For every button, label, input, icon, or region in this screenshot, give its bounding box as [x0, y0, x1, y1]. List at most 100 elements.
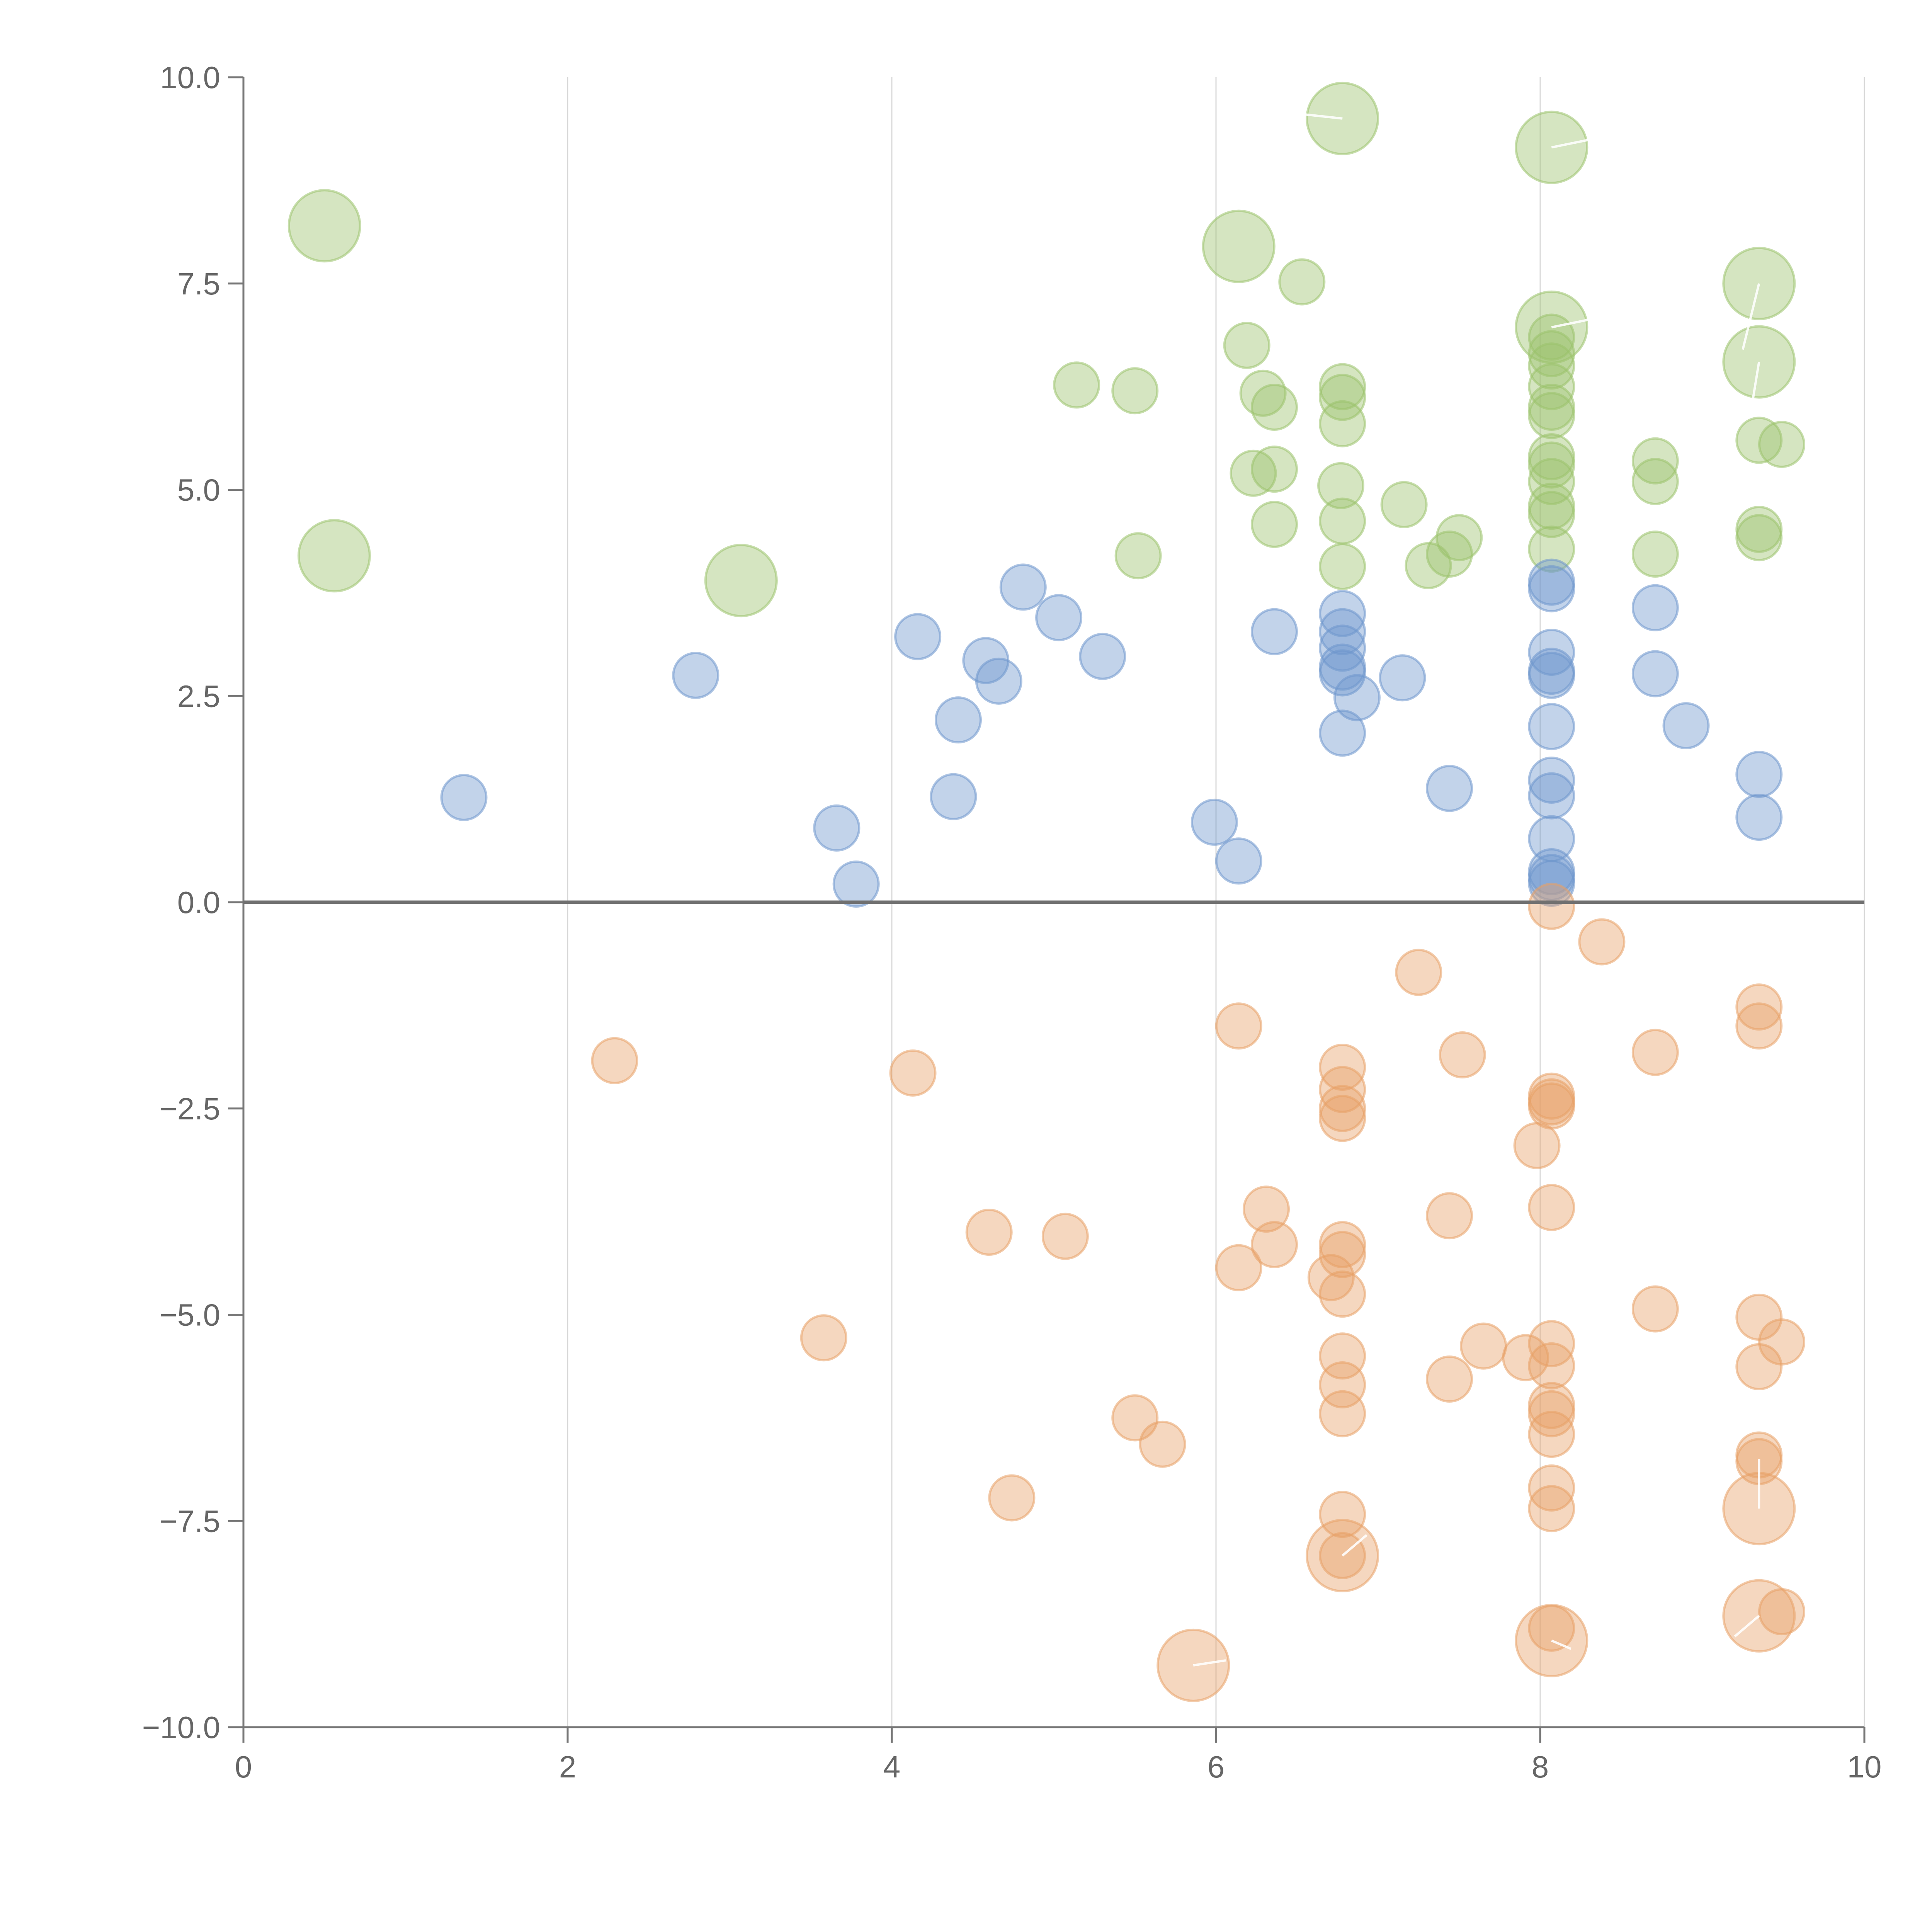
bubble-green — [1528, 526, 1575, 573]
y-tick-label: −5.0 — [159, 1298, 220, 1332]
bubble-blue — [672, 651, 719, 699]
bubble-green — [1758, 421, 1806, 468]
x-tick-label: 2 — [559, 1750, 577, 1784]
bubble-blue — [999, 563, 1047, 611]
bubble-blue — [440, 774, 488, 821]
bubble-orange — [591, 1037, 638, 1084]
x-tick-label: 8 — [1532, 1750, 1549, 1784]
bubble-blue — [894, 613, 942, 660]
bubble-green — [1528, 363, 1575, 410]
label-leader-line — [1551, 318, 1592, 328]
bubble-green — [1528, 392, 1575, 439]
y-tick-label: 7.5 — [177, 267, 220, 301]
bubble-orange — [1460, 1322, 1507, 1370]
bubble-orange — [1502, 1334, 1549, 1381]
bubble-orange — [1319, 1390, 1366, 1437]
label-leader-line — [1229, 105, 1343, 120]
bubble-blue — [1333, 674, 1381, 721]
bubble-green — [1278, 258, 1326, 306]
bubble-green — [1631, 531, 1679, 578]
bubble-orange — [1319, 1085, 1366, 1132]
bubble-green — [1319, 374, 1366, 421]
bubble-green — [1251, 384, 1298, 431]
bubble-orange — [1528, 1082, 1575, 1130]
label-leader-line — [1734, 1615, 1760, 1638]
bubble-orange — [1395, 949, 1442, 996]
bubble-green — [1317, 462, 1365, 509]
bubble-orange — [1758, 1318, 1806, 1366]
bubble-green — [1202, 209, 1276, 283]
bubble-green — [1528, 491, 1575, 538]
y-tick-label: −2.5 — [159, 1092, 220, 1126]
bubble-orange — [1319, 1332, 1366, 1380]
bubble-blue — [1662, 702, 1710, 750]
bubble-green — [704, 544, 778, 617]
bubble-orange — [1513, 1122, 1561, 1169]
bubble-orange — [1215, 1244, 1262, 1291]
label-leader-line — [1551, 138, 1592, 149]
bubble-orange — [1578, 918, 1626, 966]
bubble-green — [1528, 441, 1575, 489]
bubble-green — [297, 519, 371, 593]
bubble-blue — [1251, 608, 1298, 655]
bubble-green — [1405, 542, 1452, 589]
bubble-blue — [1379, 654, 1426, 702]
bubble-orange — [1319, 1231, 1366, 1278]
label-leader-line — [1750, 362, 1760, 412]
bubble-orange — [1319, 1491, 1366, 1538]
bubble-orange — [1528, 1342, 1575, 1389]
bubble-blue — [1528, 651, 1575, 699]
bubble-orange — [1041, 1213, 1089, 1260]
bubble-blue — [1426, 765, 1473, 812]
bubble-orange — [988, 1474, 1036, 1522]
x-tick-label: 10 — [1847, 1750, 1882, 1784]
y-tick-label: 10.0 — [160, 60, 220, 95]
bubble-blue — [1528, 757, 1575, 804]
bubble-orange — [1528, 1485, 1575, 1532]
y-tick-label: −7.5 — [159, 1504, 220, 1538]
y-axis-ticks: 10.0 7.5 5.0 2.5 0.0 −2.5 −5.0 −7.5 −10.0 — [142, 60, 243, 1745]
y-tick-label: 5.0 — [177, 473, 220, 507]
bubble-green — [1114, 532, 1162, 580]
bubble-green — [1053, 361, 1100, 409]
label-leader-line — [1193, 1659, 1226, 1667]
bubble-green — [1528, 330, 1575, 378]
bubble-green — [1735, 514, 1783, 561]
bubble-orange — [1528, 1390, 1575, 1437]
bubble-blue — [1035, 594, 1083, 641]
bubble-blue — [1190, 798, 1238, 846]
label-leader-line — [1551, 1639, 1571, 1650]
bubble-green — [1319, 543, 1366, 590]
bubble-orange — [1528, 883, 1575, 930]
bubble-series — [287, 82, 1806, 1702]
bubble-blue — [1528, 703, 1575, 750]
bubble-orange — [1243, 1185, 1290, 1233]
bubble-orange — [1735, 983, 1783, 1031]
x-tick-label: 6 — [1208, 1750, 1225, 1784]
bubble-blue — [813, 804, 861, 852]
bubble-orange — [1139, 1420, 1186, 1468]
bubble-green — [1251, 501, 1298, 548]
bubble-green — [1111, 367, 1159, 415]
bubble-orange — [1251, 1221, 1298, 1269]
y-tick-label: −10.0 — [142, 1710, 220, 1745]
bubble-blue — [1735, 751, 1783, 798]
bubble-green — [1722, 325, 1796, 399]
bubble-orange — [1319, 1361, 1366, 1408]
bubble-green — [1528, 458, 1575, 505]
x-tick-label: 4 — [883, 1750, 901, 1784]
x-tick-label: 0 — [235, 1750, 252, 1784]
bubble-green — [1319, 363, 1366, 410]
bubble-green — [287, 189, 361, 263]
axes — [242, 77, 1864, 1728]
bubble-orange — [1439, 1031, 1486, 1078]
bubble-orange — [1528, 1411, 1575, 1458]
bubble-blue — [1631, 650, 1679, 697]
bubble-green — [1631, 458, 1679, 505]
x-axis-ticks: 0 2 4 6 8 10 — [235, 1727, 1882, 1784]
bubble-orange — [1319, 1221, 1366, 1269]
bubble-orange — [1426, 1192, 1473, 1240]
bubble-blue — [1319, 709, 1366, 757]
bubble-orange — [1319, 1095, 1366, 1142]
